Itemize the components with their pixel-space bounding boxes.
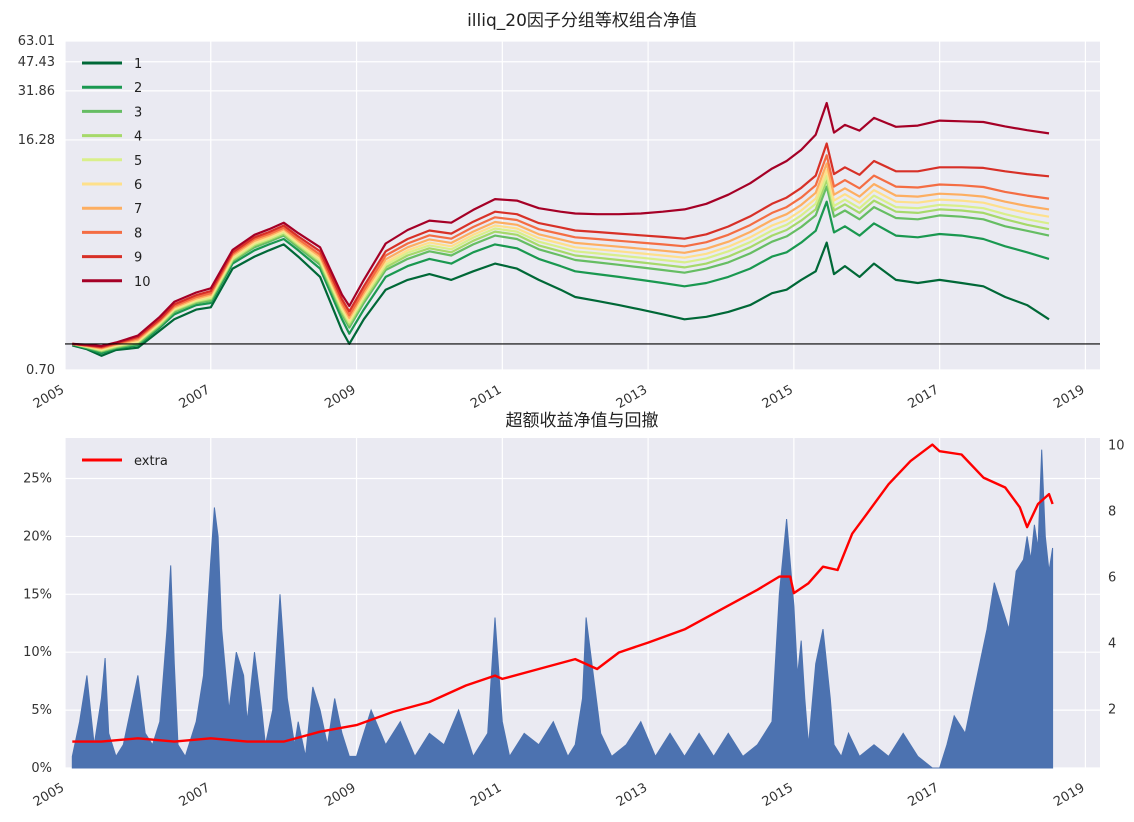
legend-item-4: 4	[82, 130, 142, 145]
series-line-extra	[72, 443, 1054, 743]
legend-label-1: 1	[134, 57, 142, 72]
legend-label-10: 10	[134, 275, 151, 290]
top-x-tick-2015: 2015	[760, 382, 796, 412]
bottom-left-y-tick-1: 5%	[31, 703, 52, 718]
bottom-right-y-tick-6: 6	[1108, 571, 1116, 586]
legend-item-3: 3	[82, 105, 142, 120]
top-x-tick-2007: 2007	[177, 382, 213, 412]
bottom-chart: 0% 5% 10% 15% 20% 25% 2 4 6 8 10 2005 2007 2009 2011…	[23, 411, 1124, 810]
bottom-series-lines	[72, 443, 1054, 743]
legend-label-3: 3	[134, 105, 142, 120]
legend-label-9: 9	[134, 251, 142, 266]
legend-label-7: 7	[134, 202, 142, 217]
legend-item-10: 10	[82, 275, 151, 290]
top-chart: 63.01 47.43 31.86 16.28 0.70 2005 2007 2009 201…	[18, 11, 1100, 412]
bottom-x-tick-2019: 2019	[1051, 780, 1087, 810]
top-series-lines	[72, 101, 1050, 357]
legend-item-2: 2	[82, 81, 142, 96]
bottom-x-tick-labels: 2005 2007 2009 2011 2013 2015 2017 2019	[31, 780, 1088, 810]
bottom-right-y-tick-2: 2	[1108, 703, 1116, 718]
bottom-right-y-tick-8: 8	[1108, 505, 1116, 520]
top-y-tick-16-28: 16.28	[18, 133, 55, 148]
top-chart-title: illiq_20因子分组等权组合净值	[467, 11, 697, 31]
top-x-tick-labels: 2005 2007 2009 2011 2013 2015 2017 2019	[31, 382, 1088, 412]
bottom-left-y-tick-2: 10%	[23, 645, 52, 660]
bottom-x-tick-2007: 2007	[177, 780, 213, 810]
legend-item-6: 6	[82, 178, 142, 193]
legend-label-extra: extra	[134, 454, 168, 469]
top-plot-area	[65, 41, 1100, 370]
top-x-tick-2009: 2009	[322, 382, 358, 412]
bottom-left-y-tick-0: 0%	[31, 761, 52, 776]
series-line-1	[72, 241, 1050, 357]
bottom-chart-title: 超额收益净值与回撤	[506, 411, 659, 431]
bottom-x-tick-2009: 2009	[322, 780, 358, 810]
bottom-left-y-tick-5: 25%	[23, 472, 52, 487]
bottom-left-y-tick-3: 15%	[23, 587, 52, 602]
drawdown-area	[71, 449, 1054, 769]
bottom-right-y-tick-labels: 2 4 6 8 10	[1108, 439, 1125, 718]
bottom-x-tick-2013: 2013	[614, 780, 650, 810]
bottom-x-tick-2015: 2015	[760, 780, 796, 810]
top-y-tick-labels: 63.01 47.43 31.86 16.28 0.70	[18, 34, 55, 378]
drawdown-area-fill	[71, 449, 1054, 769]
legend-item-9: 9	[82, 251, 142, 266]
top-x-tick-2011: 2011	[468, 382, 504, 412]
bottom-legend: extra	[82, 454, 168, 469]
legend-item-5: 5	[82, 154, 142, 169]
legend-item-extra: extra	[82, 454, 168, 469]
legend-item-8: 8	[82, 226, 142, 241]
legend-item-1: 1	[82, 57, 142, 72]
bottom-x-tick-2005: 2005	[31, 780, 67, 810]
top-legend: 1 2 3 4 5 6 7 8 9 10	[82, 57, 151, 290]
legend-label-8: 8	[134, 226, 142, 241]
top-y-tick-0-70: 0.70	[26, 363, 55, 378]
top-x-tick-2005: 2005	[31, 382, 67, 412]
bottom-right-y-tick-10: 10	[1108, 439, 1125, 454]
bottom-left-y-tick-4: 20%	[23, 529, 52, 544]
series-line-2	[72, 200, 1050, 355]
top-y-tick-47-43: 47.43	[18, 55, 55, 70]
top-x-tick-2013: 2013	[614, 382, 650, 412]
top-gridlines	[64, 40, 1100, 371]
legend-label-2: 2	[134, 81, 142, 96]
series-line-9	[72, 142, 1050, 348]
top-x-tick-2017: 2017	[905, 382, 941, 412]
legend-label-6: 6	[134, 178, 142, 193]
top-y-tick-31-86: 31.86	[18, 84, 55, 99]
top-y-tick-63-01: 63.01	[18, 34, 55, 49]
legend-label-4: 4	[134, 130, 142, 145]
series-line-10	[72, 101, 1050, 348]
bottom-x-tick-2011: 2011	[468, 780, 504, 810]
bottom-left-y-tick-labels: 0% 5% 10% 15% 20% 25%	[23, 472, 52, 776]
legend-label-5: 5	[134, 154, 142, 169]
legend-item-7: 7	[82, 202, 142, 217]
top-x-tick-2019: 2019	[1051, 382, 1087, 412]
bottom-x-tick-2017: 2017	[905, 780, 941, 810]
bottom-right-y-tick-4: 4	[1108, 637, 1116, 652]
